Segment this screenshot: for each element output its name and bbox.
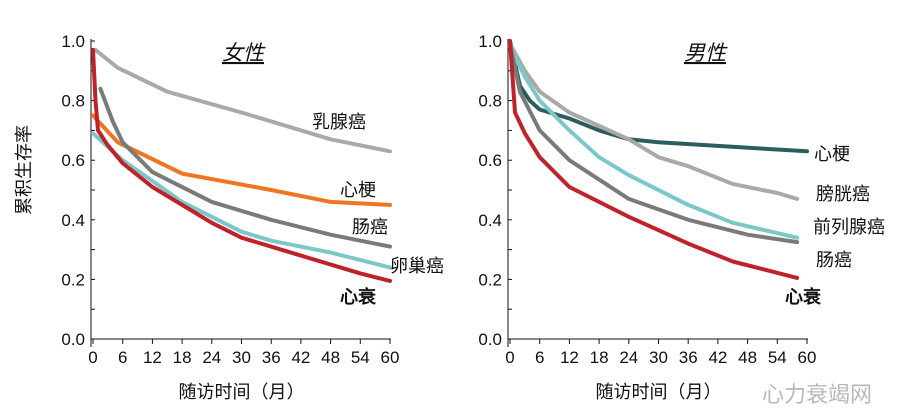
- x-tick-label: 12: [560, 348, 579, 367]
- x-tick-label: 24: [619, 348, 638, 367]
- x-tick-label: 6: [535, 348, 544, 367]
- y-tick-label: 0.6: [61, 151, 85, 170]
- series-label: 心衰: [340, 286, 377, 307]
- y-tick-label: 0.8: [478, 92, 502, 111]
- x-tick-label: 60: [381, 348, 400, 367]
- x-tick-label: 42: [291, 348, 310, 367]
- series-label: 乳腺癌: [312, 112, 366, 132]
- x-tick-label: 42: [708, 348, 727, 367]
- x-tick-label: 6: [118, 348, 127, 367]
- y-tick-label: 0.6: [478, 151, 502, 170]
- x-tick-label: 12: [143, 348, 162, 367]
- series-line-2: [98, 86, 392, 249]
- series-line-3: [508, 42, 800, 245]
- y-tick-label: 0.0: [478, 330, 502, 349]
- series-label: 肠癌: [816, 250, 852, 270]
- series-label: 心衰: [785, 286, 822, 307]
- series-label: 卵巢癌: [390, 256, 444, 276]
- y-tick-label: 0.0: [61, 330, 85, 349]
- panel-title: 女性: [222, 42, 266, 65]
- x-tick-label: 18: [173, 348, 192, 367]
- series-label: 前列腺癌: [813, 217, 885, 237]
- y-tick-label: 0.4: [61, 211, 85, 230]
- series-label: 心梗: [340, 180, 376, 200]
- series-line-4: [508, 39, 800, 280]
- x-axis-label: 随访时间（月）: [596, 382, 722, 402]
- x-axis-label: 随访时间（月）: [179, 382, 305, 402]
- series-label: 心梗: [814, 144, 850, 164]
- x-tick-label: 0: [88, 348, 97, 367]
- series-line-2: [508, 45, 800, 240]
- y-tick-label: 0.2: [478, 270, 502, 289]
- series-line-0: [93, 47, 392, 154]
- x-tick-label: 48: [321, 348, 340, 367]
- x-tick-label: 24: [202, 348, 221, 367]
- series-line-1: [508, 42, 800, 201]
- x-tick-label: 60: [798, 348, 817, 367]
- series-line-0: [508, 39, 809, 154]
- series-label: 膀胱癌: [816, 184, 870, 204]
- series-line-4: [91, 47, 392, 283]
- y-tick-label: 0.8: [61, 92, 85, 111]
- y-axis-label: 累积生存率: [14, 125, 34, 215]
- panel-title: 男性: [684, 42, 728, 65]
- series-line-1: [91, 113, 392, 207]
- x-tick-label: 36: [262, 348, 281, 367]
- x-tick-label: 48: [738, 348, 757, 367]
- y-tick-label: 0.4: [478, 211, 502, 230]
- x-tick-label: 54: [351, 348, 370, 367]
- x-tick-label: 30: [649, 348, 668, 367]
- series-label: 肠癌: [352, 217, 388, 237]
- x-tick-label: 0: [505, 348, 514, 367]
- x-tick-label: 36: [679, 348, 698, 367]
- x-tick-label: 30: [232, 348, 251, 367]
- y-tick-label: 1.0: [61, 32, 85, 51]
- watermark: 心力衰竭网: [762, 382, 872, 407]
- x-tick-label: 54: [768, 348, 787, 367]
- y-tick-label: 1.0: [478, 32, 502, 51]
- x-tick-label: 18: [590, 348, 609, 367]
- y-tick-label: 0.2: [61, 270, 85, 289]
